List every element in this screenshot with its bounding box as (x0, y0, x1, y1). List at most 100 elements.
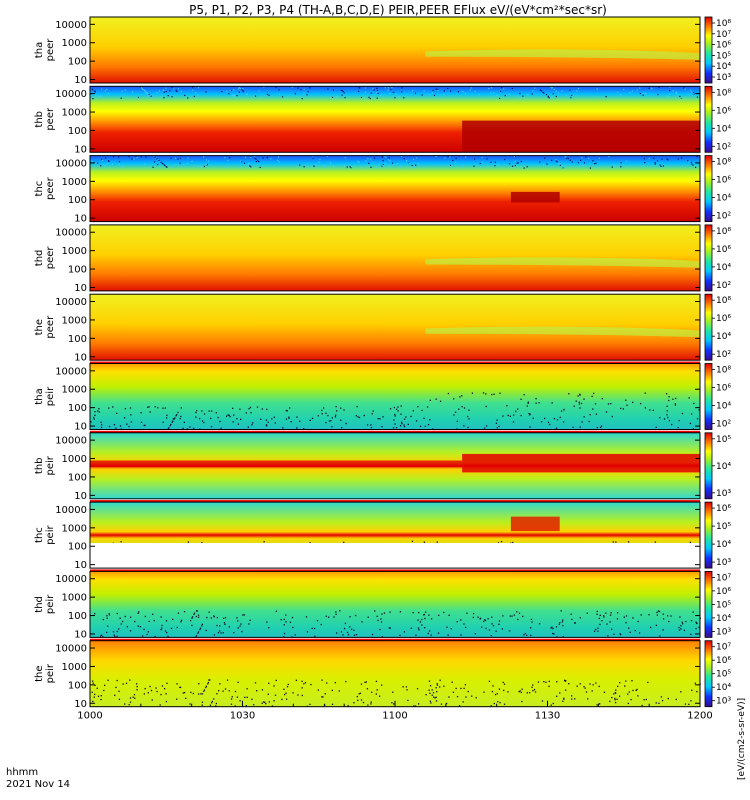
spectrogram-texture (94, 610, 701, 638)
noise-pixel (170, 157, 172, 159)
noise-pixel (162, 421, 164, 423)
noise-pixel (345, 422, 347, 425)
spectrogram-image (90, 640, 700, 707)
noise-pixel (622, 408, 624, 410)
noise-pixel (493, 92, 495, 94)
noise-pixel (177, 88, 179, 90)
noise-pixel (370, 424, 372, 426)
noise-pixel (559, 416, 561, 419)
noise-pixel (248, 162, 250, 164)
noise-pixel (301, 694, 303, 697)
noise-pixel (474, 633, 477, 635)
noise-pixel (627, 693, 629, 695)
noise-pixel (353, 629, 355, 631)
noise-pixel (372, 410, 374, 412)
noise-pixel (432, 692, 435, 694)
noise-pixel (649, 409, 651, 411)
noise-pixel (672, 398, 674, 400)
noise-pixel (170, 423, 172, 426)
noise-pixel (331, 417, 333, 419)
noise-pixel (323, 407, 325, 409)
noise-pixel (562, 167, 564, 169)
noise-pixel (394, 413, 396, 416)
noise-pixel (211, 700, 214, 703)
probe-label: the (34, 319, 45, 335)
noise-pixel (603, 614, 605, 617)
y-tick-label: 100 (68, 195, 87, 206)
x-axis-date-label: 2021 Nov 14 (6, 779, 70, 790)
noise-pixel (94, 414, 96, 416)
noise-pixel (666, 405, 668, 407)
noise-pixel (501, 628, 504, 630)
noise-pixel (197, 87, 200, 89)
noise-pixel (488, 629, 491, 631)
species-label: peir (45, 386, 56, 406)
noise-pixel (666, 414, 668, 416)
noise-pixel (107, 159, 110, 162)
noise-pixel (240, 623, 242, 625)
noise-pixel (265, 702, 267, 705)
noise-pixel (172, 420, 174, 422)
panel-frame (89, 432, 701, 500)
noise-pixel (498, 623, 500, 625)
noise-pixel (674, 403, 677, 405)
noise-pixel (637, 695, 639, 697)
noise-pixel (436, 541, 438, 543)
colorbar-units-label: [eV/(cm2-s-sr-eV)] (737, 698, 747, 780)
noise-pixel (497, 701, 499, 703)
noise-pixel (94, 410, 96, 413)
noise-pixel (247, 426, 249, 428)
noise-pixel (494, 693, 497, 696)
noise-pixel (325, 615, 327, 617)
noise-pixel (463, 425, 465, 427)
y-tick-label: 100 (68, 403, 87, 414)
noise-pixel (417, 619, 419, 621)
noise-pixel (367, 704, 369, 706)
noise-pixel (100, 421, 102, 423)
noise-pixel (631, 90, 634, 92)
noise-pixel (335, 613, 337, 616)
noise-pixel (547, 95, 550, 97)
noise-pixel (650, 626, 652, 629)
noise-pixel (140, 87, 142, 89)
noise-pixel (659, 164, 661, 166)
noise-pixel (485, 627, 487, 630)
noise-pixel (203, 413, 206, 415)
noise-pixel (417, 627, 420, 629)
noise-pixel (548, 423, 551, 426)
noise-pixel (157, 159, 159, 161)
noise-pixel (614, 692, 616, 694)
colorbar-tick-label: 10³ (716, 558, 731, 568)
noise-pixel (183, 691, 186, 694)
noise-pixel (191, 160, 193, 163)
noise-pixel (555, 160, 557, 162)
noise-pixel (605, 95, 607, 98)
noise-pixel (191, 617, 193, 619)
noise-pixel (401, 155, 403, 157)
noise-pixel (90, 421, 92, 423)
noise-pixel (417, 703, 420, 705)
noise-pixel (335, 611, 337, 613)
noise-pixel (566, 157, 568, 159)
noise-pixel (283, 636, 285, 638)
noise-pixel (502, 615, 504, 617)
noise-pixel (275, 679, 277, 682)
noise-pixel (323, 704, 326, 707)
noise-pixel (243, 162, 246, 164)
noise-pixel (688, 161, 690, 163)
noise-pixel (268, 682, 270, 684)
noise-pixel (494, 161, 496, 163)
noise-pixel (401, 91, 403, 93)
noise-pixel (418, 611, 420, 614)
noise-pixel (94, 612, 96, 615)
noise-pixel (190, 691, 192, 694)
noise-pixel (539, 161, 541, 163)
noise-pixel (482, 161, 484, 163)
noise-pixel (146, 633, 148, 636)
noise-pixel (579, 426, 581, 428)
noise-pixel (496, 693, 498, 695)
noise-pixel (446, 626, 448, 628)
noise-pixel (193, 427, 195, 430)
colorbar-tick-label: 10³ (716, 489, 731, 499)
